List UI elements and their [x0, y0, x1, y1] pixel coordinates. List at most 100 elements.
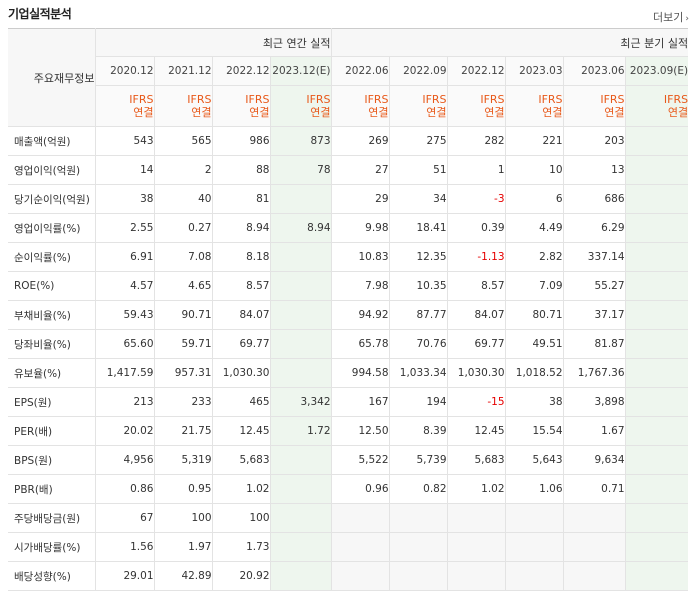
consolidation-type: 연결 [249, 106, 270, 119]
table-cell: 7.98 [331, 271, 390, 301]
table-cell: 12.45 [447, 416, 506, 446]
table-cell: 14 [95, 155, 155, 185]
table-cell: 59.71 [154, 329, 213, 359]
table-cell: 1.97 [154, 532, 213, 562]
table-cell: 0.27 [154, 213, 213, 243]
table-cell [389, 503, 448, 533]
table-cell [563, 503, 626, 533]
table-cell: 55.27 [563, 271, 626, 301]
table-cell: 38 [505, 387, 564, 417]
table-cell [625, 242, 689, 272]
accounting-standard: IFRS 연결 [331, 85, 390, 127]
table-cell: 7.09 [505, 271, 564, 301]
table-cell: 8.94 [270, 213, 332, 243]
accounting-basis: IFRS [422, 93, 447, 106]
period-header: 2023.03 [505, 56, 564, 86]
table-cell: 565 [154, 126, 213, 156]
consolidation-type: 연결 [542, 106, 563, 119]
table-cell [505, 561, 564, 591]
table-cell: 8.18 [212, 242, 271, 272]
table-cell: 12.35 [389, 242, 448, 272]
table-cell: 0.96 [331, 474, 390, 504]
table-cell: 10 [505, 155, 564, 185]
table-cell: 65.60 [95, 329, 155, 359]
table-cell: 29 [331, 184, 390, 214]
table-cell [447, 561, 506, 591]
table-cell: 0.82 [389, 474, 448, 504]
table-cell: 1.06 [505, 474, 564, 504]
row-label: 주당배당금(원) [8, 503, 96, 533]
table-cell: 5,522 [331, 445, 390, 475]
table-cell [270, 532, 332, 562]
table-cell [447, 532, 506, 562]
more-link[interactable]: 더보기 › [653, 9, 689, 25]
period-header: 2022.06 [331, 56, 390, 86]
table-cell: -15 [447, 387, 506, 417]
accounting-basis: IFRS [663, 93, 689, 106]
table-cell: 194 [389, 387, 448, 417]
table-cell: 0.39 [447, 213, 506, 243]
table-row: 시가배당률(%) 1.56 1.97 1.73 [8, 532, 689, 562]
accounting-standard: IFRS 연결 [505, 85, 564, 127]
table-cell [270, 445, 332, 475]
table-cell: 1,030.30 [212, 358, 271, 388]
table-cell: 6.91 [95, 242, 155, 272]
table-cell [625, 271, 689, 301]
table-cell [625, 387, 689, 417]
table-cell: 42.89 [154, 561, 213, 591]
table-cell: 1.72 [270, 416, 332, 446]
table-cell [270, 184, 332, 214]
table-row: 유보율(%) 1,417.59 957.31 1,030.30 994.58 1,033.… [8, 358, 689, 388]
table-cell: 87.77 [389, 300, 448, 330]
table-cell: 13 [563, 155, 626, 185]
table-cell: 12.45 [212, 416, 271, 446]
accounting-standard: IFRS 연결 [270, 85, 332, 127]
period-header: 2020.12 [95, 56, 155, 86]
table-cell: 1 [447, 155, 506, 185]
table-row: EPS(원) 213 233 465 3,342 167 194 -15 38 3,898 [8, 387, 689, 417]
table-row: 당기순이익(억원) 38 40 81 29 34 -3 6 686 [8, 184, 689, 214]
table-cell [505, 532, 564, 562]
table-row: ROE(%) 4.57 4.65 8.57 7.98 10.35 8.57 7.09 55.27 [8, 271, 689, 301]
table-cell: 994.58 [331, 358, 390, 388]
consolidation-type: 연결 [604, 106, 625, 119]
table-cell: 1.67 [563, 416, 626, 446]
period-header: 2023.06 [563, 56, 626, 86]
accounting-basis: IFRS [306, 93, 331, 106]
table-cell [505, 503, 564, 533]
table-cell: 1,033.34 [389, 358, 448, 388]
table-cell: 40 [154, 184, 213, 214]
period-header: 2023.12(E) [270, 56, 332, 86]
table-cell: 543 [95, 126, 155, 156]
table-cell: 37.17 [563, 300, 626, 330]
row-label: 당좌비율(%) [8, 329, 96, 359]
period-header: 2022.12 [212, 56, 271, 86]
period-header: 2022.09 [389, 56, 448, 86]
consolidation-type: 연결 [191, 106, 212, 119]
row-label: 영업이익률(%) [8, 213, 96, 243]
accounting-standard: IFRS 연결 [389, 85, 448, 127]
table-cell: 1.56 [95, 532, 155, 562]
financial-table: 주요재무정보 최근 연간 실적 최근 분기 실적 2020.12 2021.12 2… [8, 28, 689, 591]
table-cell: 2.55 [95, 213, 155, 243]
table-cell: 10.83 [331, 242, 390, 272]
table-cell: 9,634 [563, 445, 626, 475]
table-cell [625, 213, 689, 243]
table-cell: 8.57 [447, 271, 506, 301]
table-cell: 203 [563, 126, 626, 156]
table-cell: 100 [212, 503, 271, 533]
row-label: EPS(원) [8, 387, 96, 417]
table-cell [625, 532, 689, 562]
table-cell [625, 503, 689, 533]
table-cell [270, 474, 332, 504]
table-cell: 1.02 [447, 474, 506, 504]
table-cell: 88 [212, 155, 271, 185]
table-cell: 2.82 [505, 242, 564, 272]
table-cell: 221 [505, 126, 564, 156]
accounting-basis: IFRS [600, 93, 625, 106]
more-label: 더보기 [653, 11, 684, 24]
table-row: BPS(원) 4,956 5,319 5,683 5,522 5,739 5,683 5,64… [8, 445, 689, 475]
table-cell: 4,956 [95, 445, 155, 475]
table-cell [270, 503, 332, 533]
table-cell: 275 [389, 126, 448, 156]
